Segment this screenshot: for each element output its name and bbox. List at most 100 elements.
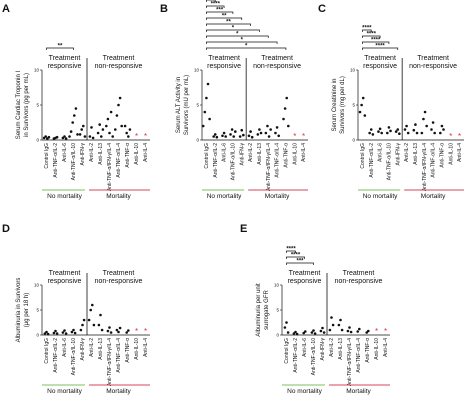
y-tick-label: 5 [352,103,355,108]
x-tick-label: Anti-IL-6 [302,338,308,357]
data-point [286,331,290,334]
y-axis-label: Serum ALT Activity in [176,77,182,133]
data-point [234,130,237,133]
data-point [68,135,71,138]
data-point [98,123,101,126]
data-point [201,124,205,128]
x-tick-label: Anti-IL-2 [404,143,410,162]
panel-label: B [160,3,168,15]
significance-bracket [286,262,314,265]
data-point [431,121,435,124]
data-point [396,128,400,131]
significance-bracket [206,41,278,44]
x-tick-label: Anti-IL-6 [222,143,228,162]
y-axis-label: Serum Creatinine in [332,78,338,131]
data-point [115,114,119,117]
data-point [264,131,268,135]
x-tick-label: Anti-IL-4 [143,338,149,357]
x-tick-label: Anti-TNF-α/IL-2 [53,338,59,373]
data-point [331,323,335,327]
data-point [47,135,51,139]
outcome-label: No mortality [47,388,82,395]
x-tick-label: Anti-TNF-α/IFN-γ/IL-4 [422,143,428,191]
x-tick-label: Anti-TNF-α [125,143,131,168]
data-point [371,133,375,136]
x-tick-label: Anti-IL-13 [257,143,263,165]
group-label: Treatment responsive [48,55,82,70]
data-point [313,332,317,335]
x-tick-label: Anti-TNF-α/IL-2 [213,143,219,178]
data-point [87,318,91,322]
x-tick-label: Anti-IL-2 [248,143,254,162]
significance-bracket [206,29,260,32]
panel-label: E [240,223,247,235]
data-point [81,323,84,327]
data-point [250,135,254,139]
no-survivor-marker: * [293,132,296,141]
data-point [337,323,341,327]
data-point [274,131,277,135]
x-tick-label: Anti-IL-2 [89,338,95,357]
data-point [63,135,66,138]
y-tick-label: 5 [196,103,199,108]
data-point [363,114,367,117]
group-label: Treatment non-responsive [95,270,143,285]
x-tick-label: Anti-IL-6 [62,338,68,357]
x-tick-label: Anti-IFN-γ [80,338,86,361]
group-label: Treatment non-responsive [253,55,301,70]
data-point [386,131,389,135]
x-tick-label: Anti-IL-10 [374,338,380,360]
x-tick-label: Anti-TNF-α/IL-4 [431,143,437,178]
panel-label: C [318,3,326,15]
x-tick-label: Anti-IL-4 [301,143,307,162]
data-point [412,128,416,132]
data-point [423,110,427,114]
no-survivor-marker: * [458,132,461,141]
x-tick-label: Anti-TNF-α/IL-10 [71,143,77,181]
data-point [72,328,75,332]
data-point [101,128,105,131]
data-point [99,313,102,317]
significance-label: **** [286,247,296,253]
y-tick-label: 10 [194,68,200,73]
y-tick-label: 0 [352,138,355,143]
data-point [108,326,111,329]
data-point [208,117,211,121]
x-tick-label: Anti-TNF-α [365,338,371,363]
y-tick-label: 10 [34,68,40,73]
data-point [312,329,315,332]
data-point [358,327,361,331]
y-tick-label: 0 [36,138,39,143]
significance-bracket [362,35,381,38]
x-tick-label: Anti-TNF-α/IFN-γ/IL-4 [107,143,113,191]
data-point [125,331,128,334]
y-axis-label: Albuminuria per unit [256,283,262,337]
data-point [406,131,410,135]
data-point [387,126,391,129]
data-point [348,326,351,329]
x-tick-label: Anti-IL-10 [448,143,454,165]
x-tick-label: Anti-IL-13 [338,338,344,360]
data-point [111,135,114,138]
data-point [78,133,82,136]
data-point [259,131,263,135]
x-tick-label: Anti-TNF-α [125,338,131,363]
x-tick-label: Control IgG [284,338,290,364]
x-tick-label: Anti-IL-4 [457,143,463,162]
x-tick-label: Anti-IFN-γ [239,143,245,166]
x-tick-label: Anti-TNF-α/IL-4 [116,338,122,373]
data-point [120,124,123,128]
group-label: Treatment non-responsive [335,270,383,285]
x-tick-label: Anti-IL-4 [383,338,389,357]
x-tick-label: Anti-IL-2 [89,143,95,162]
data-point [422,117,425,121]
data-point [88,135,92,138]
data-point [55,332,59,335]
data-point [100,328,104,332]
data-point [229,133,232,136]
outcome-label: No mortality [47,193,82,200]
x-tick-label: Anti-TNF-α/IFN-γ/IL-4 [347,338,353,386]
y-tick-label: 5 [36,103,39,108]
data-point [80,128,83,131]
data-point [128,128,132,131]
